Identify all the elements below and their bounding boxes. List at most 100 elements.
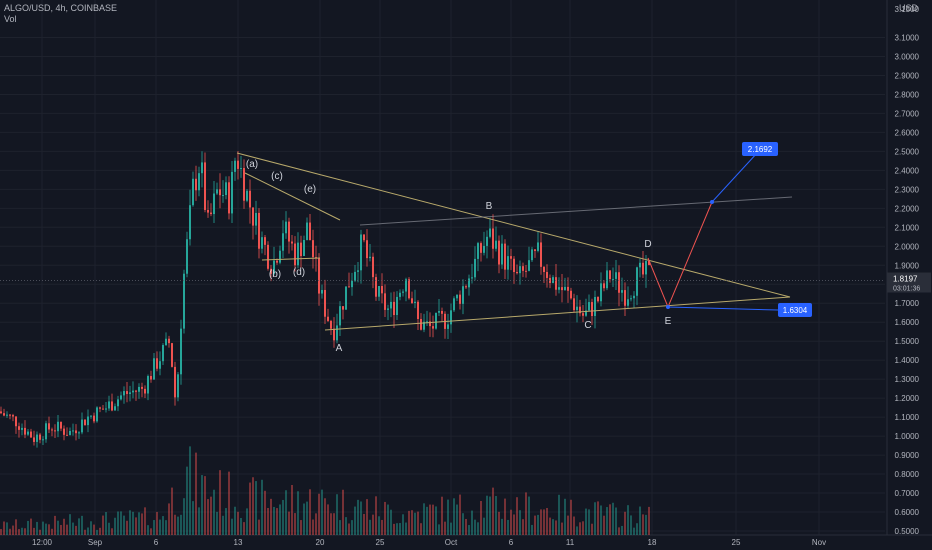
candle [447,324,449,329]
volume-bar [168,503,170,535]
wave-label: (c) [271,171,283,182]
volume-label[interactable]: Vol [4,14,17,24]
volume-bar [285,490,287,535]
candle [144,388,146,394]
volume-bar [45,523,47,535]
candle [624,290,626,306]
volume-bar [210,496,212,535]
candle [351,280,353,288]
volume-bar [15,519,17,535]
volume-bar [243,522,245,535]
volume-bar [390,509,392,535]
candle [288,221,290,242]
volume-bar [315,513,317,535]
trend-line [324,296,791,331]
candle [306,222,308,240]
volume-bar [606,507,608,535]
candle [96,407,98,422]
volume-bar [294,513,296,535]
candle [72,430,74,432]
volume-bar [456,504,458,535]
volume-bar [510,509,512,535]
candle [45,423,47,440]
volume-bar [3,521,5,535]
target-box [778,303,812,317]
volume-bar [552,519,554,535]
volume-bar [321,489,323,535]
volume-bar [618,527,620,535]
symbol-title[interactable]: ALGO/USD, 4h, COINBASE [4,3,118,13]
candle [606,270,608,289]
candle [450,310,452,325]
volume-bar [69,514,71,535]
volume-bar [63,518,65,535]
candle [228,182,230,214]
candle [168,338,170,344]
volume-bar [522,519,524,535]
candle [267,244,269,269]
y-tick-label: 1.7000 [895,299,920,308]
candle [105,408,107,410]
candle [372,256,374,278]
volume-bar [156,511,158,535]
candle [333,328,335,341]
volume-bar [162,516,164,535]
candle [456,294,458,299]
volume-bar [288,511,290,535]
candle [633,295,635,299]
candle [126,391,128,394]
volume-bar [33,527,35,535]
candle [15,416,17,427]
candle [279,250,281,263]
candle [303,239,305,257]
volume-bar [30,518,32,535]
volume-bar [477,522,479,535]
volume-bar [396,523,398,535]
candle [9,414,11,416]
candle [165,338,167,346]
volume-bar [90,521,92,535]
candle [630,298,632,300]
volume-bar [327,504,329,535]
candle [93,415,95,422]
candle [642,262,644,275]
volume-bar [159,519,161,535]
volume-bar [216,511,218,535]
candle [573,298,575,311]
candle [522,266,524,271]
candle [60,421,62,429]
volume-bar [483,517,485,535]
volume-bar [6,522,8,535]
volume-bar [324,498,326,535]
volume-bar [627,505,629,535]
candle [108,401,110,409]
volume-bar [549,517,551,535]
volume-bar [333,513,335,535]
volume-bar [594,502,596,535]
candle [453,298,455,311]
currency-label: USD [898,3,918,13]
volume-bar [573,516,575,535]
candle [552,277,554,283]
candle [36,434,38,442]
candle [387,308,389,310]
volume-bar [564,498,566,535]
candle [0,411,2,414]
candle [246,190,248,201]
y-tick-label: 3.1000 [895,34,920,43]
candle [360,234,362,271]
candle [180,328,182,375]
candle [570,290,572,299]
candle [135,390,137,392]
volume-bar [135,517,137,535]
candle [63,428,65,435]
candle [582,313,584,316]
candle-series [0,150,650,448]
candle [591,302,593,317]
candle [312,240,314,258]
candle [486,236,488,246]
volume-bar [27,520,29,535]
candle [69,430,71,435]
